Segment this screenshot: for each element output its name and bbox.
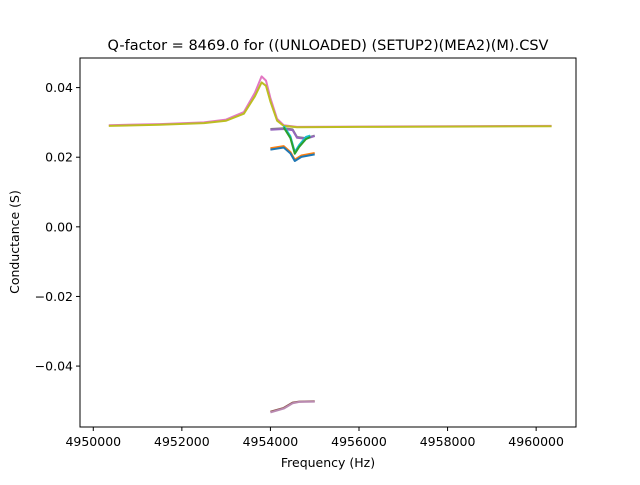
- y-axis: 0.04 0.02 0.00 −0.02 −0.04: [35, 80, 80, 374]
- y-axis-label: Conductance (S): [7, 190, 22, 294]
- plot-frame: [79, 57, 577, 428]
- series-line-10: [270, 400, 315, 414]
- x-tick-label: 4952000: [154, 434, 210, 449]
- x-tick-label: 4958000: [420, 434, 476, 449]
- y-tick-label: −0.02: [35, 289, 73, 304]
- x-tick-label: 4950000: [65, 434, 121, 449]
- y-tick-label: 0.04: [45, 80, 73, 95]
- series-line-8: [270, 146, 315, 162]
- x-axis-label: Frequency (Hz): [281, 455, 375, 470]
- x-tick-label: 4960000: [508, 434, 564, 449]
- series-layer: [108, 75, 552, 414]
- x-tick-label: 4954000: [243, 434, 299, 449]
- x-tick-label: 4956000: [331, 434, 387, 449]
- x-axis: 4950000 4952000 4954000 4956000 4958000 49600…: [65, 427, 564, 449]
- y-tick-label: −0.04: [35, 359, 73, 374]
- y-tick-label: 0.02: [45, 150, 73, 165]
- series-line-2: [108, 81, 552, 129]
- series-line-6: [282, 126, 311, 155]
- y-tick-label: 0.00: [45, 219, 73, 234]
- chart-title: Q-factor = 8469.0 for ((UNLOADED) (SETUP…: [108, 38, 549, 54]
